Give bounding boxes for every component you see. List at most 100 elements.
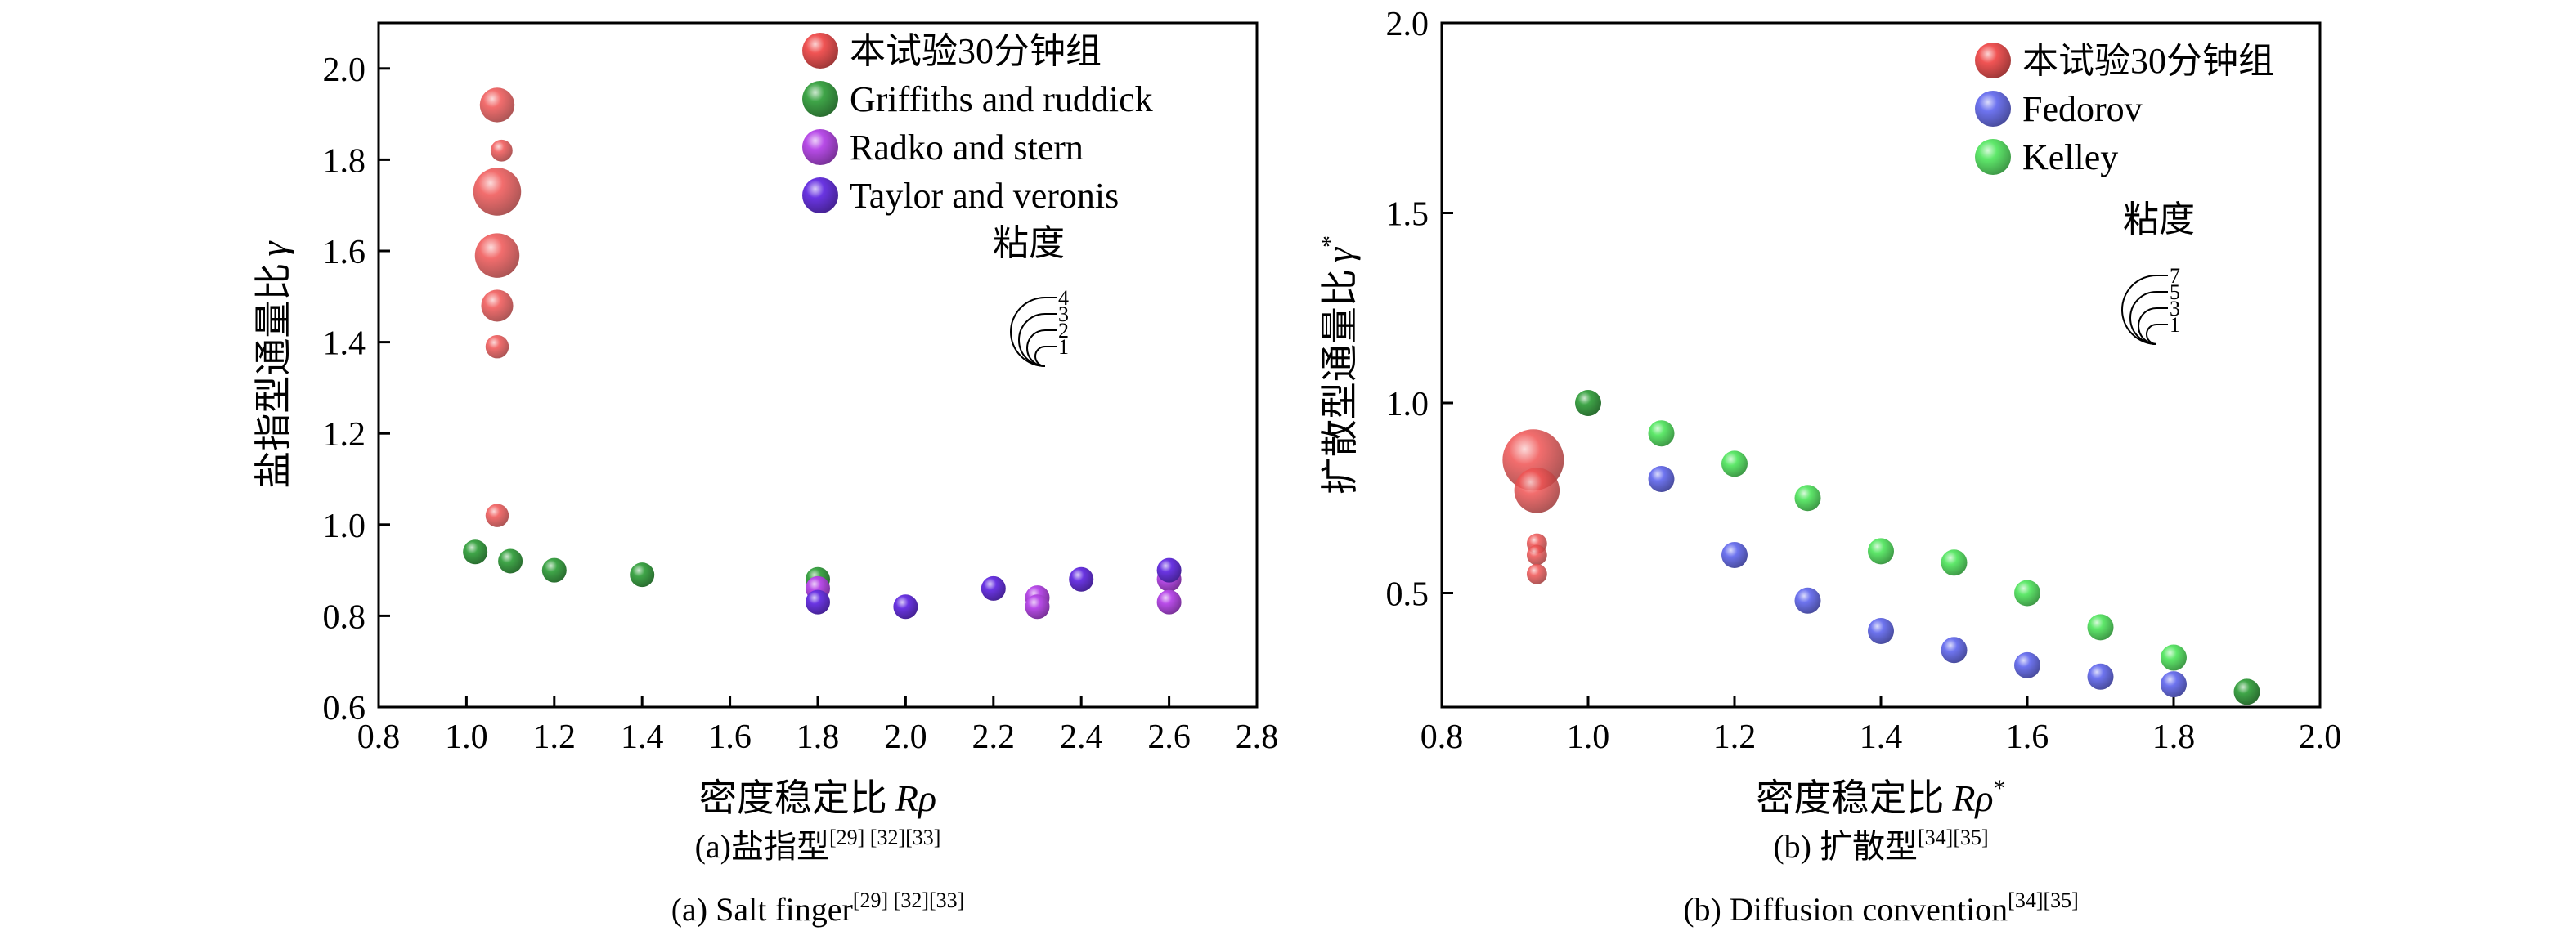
data-point-fedorov (2087, 663, 2114, 690)
x-tick-label: 1.4 (1860, 718, 1903, 756)
y-axis-title-main: 扩散型通量比 (1319, 269, 1361, 495)
y-tick-label: 2.0 (323, 51, 366, 89)
size-legend-value: 7 (2170, 264, 2180, 288)
size-legend-value: 1 (2170, 313, 2180, 337)
y-tick-label: 1.6 (323, 234, 366, 271)
x-tick-label: 0.8 (1420, 718, 1464, 756)
size-legend-title: 粘度 (993, 223, 1065, 263)
size-legend-value: 3 (1058, 302, 1069, 326)
legend-label: Fedorov (2022, 89, 2143, 129)
data-point-taylor-and-veronis (806, 589, 830, 615)
data-point-taylor-and-veronis (893, 594, 918, 620)
legend-label: 本试验30分钟组 (850, 31, 1102, 71)
data-point-kelley (2161, 644, 2187, 671)
x-axis-title-main: 密度稳定比 (699, 777, 887, 819)
y-tick-label: 1.5 (1386, 196, 1429, 234)
legend-label: Kelley (2022, 137, 2118, 177)
y-axis-title: 扩散型通量比 γ* (1317, 235, 1361, 495)
data-point-kelley (2087, 614, 2114, 641)
y-tick-label: 0.8 (323, 598, 366, 636)
x-tick-label: 1.0 (445, 718, 488, 756)
x-tick-label: 1.6 (2006, 718, 2049, 756)
x-axis-title-symbol: Rρ (895, 777, 936, 819)
x-axis-title-sup: * (1994, 775, 2006, 802)
data-point-fedorov (1868, 618, 1894, 644)
legend-marker (1975, 139, 2011, 175)
size-legend-arc (2121, 275, 2157, 345)
data-point-fedorov (2161, 671, 2187, 698)
data-point-taylor-and-veronis (1156, 557, 1182, 583)
y-tick-label: 1.8 (323, 142, 366, 180)
x-tick-label: 1.2 (1713, 718, 1757, 756)
data-point-fedorov (1941, 637, 1968, 664)
y-tick-label: 1.0 (1386, 386, 1429, 423)
legend-marker (802, 177, 838, 213)
data-points (1502, 390, 2260, 705)
size-legend-arc (2138, 307, 2157, 345)
data-point-本试验30分钟组 (485, 334, 509, 359)
data-point-本试验30分钟组 (490, 139, 513, 162)
x-tick-label: 2.0 (884, 718, 927, 756)
x-axis-title-symbol: Rρ (1951, 777, 1993, 819)
y-tick-label: 1.2 (323, 416, 366, 454)
y-tick-label: 0.6 (323, 690, 366, 727)
y-axis-title-symbol: γ (1319, 246, 1361, 262)
data-point-本试验30分钟组 (474, 233, 520, 278)
x-tick-label: 1.8 (797, 718, 840, 756)
panel-salt-finger: 0.8 1.0 1.2 1.4 1.6 1.8 2.0 2.2 2.4 2.6 2.80.60.81… (253, 21, 1278, 928)
data-point-kelley (2014, 580, 2040, 607)
size-legend-arc (1034, 346, 1046, 367)
x-tick-label: 2.2 (972, 718, 1016, 756)
caption-chinese: (b) 扩散型[34][35] (1773, 826, 1988, 865)
data-point-本试验30分钟组 (1526, 544, 1547, 566)
x-tick-label: 1.6 (708, 718, 752, 756)
size-legend-value: 1 (1058, 335, 1069, 359)
size-legend-arc (1010, 297, 1046, 367)
data-point-kelley (1941, 549, 1968, 576)
legend-marker (802, 129, 838, 165)
legend-label: Griffiths and ruddick (850, 79, 1153, 119)
data-point-radko-and-stern (1156, 589, 1182, 615)
legend-label: 本试验30分钟组 (2022, 41, 2274, 81)
data-point-taylor-and-veronis (981, 575, 1006, 601)
x-tick-label: 0.8 (357, 718, 401, 756)
y-axis-title-symbol: γ (253, 240, 294, 257)
data-point-本试验30分钟组 (485, 504, 509, 527)
size-legend-value: 5 (2170, 280, 2180, 304)
data-point-griffiths-and-ruddick (541, 557, 567, 583)
y-tick-label: 2.0 (1386, 6, 1429, 43)
data-point-kelley (1868, 538, 1894, 565)
size-legend-value: 4 (1058, 286, 1069, 310)
x-tick-label: 2.4 (1060, 718, 1103, 756)
caption-chinese: (a)盐指型[29] [32][33] (695, 826, 941, 865)
legend-marker (1975, 91, 2011, 127)
data-point-本试验30分钟组 (473, 168, 522, 216)
data-points (463, 87, 1182, 620)
caption-english: (b) Diffusion convention[34][35] (1683, 889, 2079, 928)
y-tick-label: 1.4 (323, 325, 366, 363)
x-tick-label: 1.0 (1567, 718, 1610, 756)
legend-marker (802, 33, 838, 69)
data-point-fedorov (2014, 651, 2040, 678)
size-legend-arc (1026, 329, 1046, 367)
x-tick-label: 2.6 (1147, 718, 1191, 756)
data-point-radko-and-stern (1025, 594, 1050, 620)
y-axis-title-main: 盐指型通量比 (253, 263, 294, 489)
data-point-griffiths-and-ruddick (463, 539, 488, 565)
size-legend-arc (1018, 313, 1046, 367)
size-legend-value: 3 (2170, 297, 2180, 320)
data-point-kelley (1794, 485, 1821, 512)
data-point-unlabeled (2233, 678, 2260, 705)
x-tick-label: 2.0 (2299, 718, 2342, 756)
data-point-fedorov (1794, 587, 1821, 614)
data-point-fedorov (1721, 542, 1748, 568)
y-tick-label: 1.0 (323, 508, 366, 545)
panel-diffusion: 0.8 1.0 1.2 1.4 1.6 1.8 2.0 0.5 1.0 1.5 2.0 密度稳定比 Rρ… (1317, 6, 2341, 928)
data-point-本试验30分钟组 (481, 289, 514, 322)
data-point-kelley (1721, 450, 1748, 477)
x-tick-label: 1.2 (533, 718, 577, 756)
y-axis-title-sup: * (1317, 235, 1344, 248)
data-point-griffiths-and-ruddick (630, 562, 655, 588)
y-axis-title: 盐指型通量比 γ (253, 240, 294, 489)
